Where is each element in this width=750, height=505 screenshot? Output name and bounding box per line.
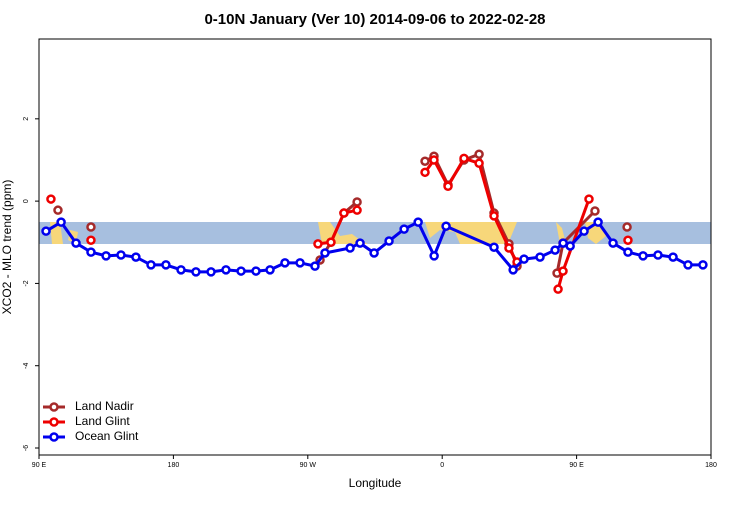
point <box>206 267 216 277</box>
point <box>668 252 678 262</box>
point <box>191 267 201 277</box>
point <box>384 236 394 246</box>
point <box>420 167 430 178</box>
point <box>369 248 379 258</box>
point <box>313 239 323 249</box>
point <box>579 226 589 236</box>
y-tick-label: 2 <box>23 117 30 121</box>
point <box>352 197 362 207</box>
legend-marker <box>49 432 59 442</box>
x-axis-label: Longitude <box>349 476 402 490</box>
point <box>638 251 648 261</box>
point <box>161 260 171 270</box>
legend-label: Land Glint <box>75 414 130 428</box>
point <box>474 149 484 159</box>
point <box>565 241 575 251</box>
x-tick-label: 90 E <box>32 462 47 469</box>
point <box>584 194 594 204</box>
point <box>176 265 186 275</box>
point <box>355 238 365 248</box>
y-axis-label: XCO2 - MLO trend (ppm) <box>0 180 14 315</box>
point <box>116 250 126 260</box>
point <box>653 250 663 260</box>
point <box>265 265 275 275</box>
point <box>413 217 423 227</box>
point <box>590 206 600 216</box>
x-tick-label: 180 <box>705 462 717 469</box>
point <box>420 156 430 166</box>
point <box>146 260 156 270</box>
point <box>429 155 439 165</box>
point <box>310 261 320 271</box>
point <box>508 265 518 275</box>
point <box>280 258 290 268</box>
point <box>550 245 560 255</box>
point <box>352 205 362 215</box>
x-tick-label: 180 <box>168 462 180 469</box>
point <box>320 248 330 258</box>
point <box>519 254 529 264</box>
point <box>295 258 305 268</box>
legend-label: Ocean Glint <box>75 429 139 443</box>
y-tick-label: -6 <box>23 445 30 451</box>
x-tick-label: 0 <box>440 462 444 469</box>
point <box>489 242 499 252</box>
point <box>46 194 56 204</box>
point <box>459 153 469 164</box>
legend-label: Land Nadir <box>75 399 134 413</box>
point <box>558 266 568 276</box>
y-tick-label: -2 <box>23 280 30 286</box>
point <box>221 265 231 275</box>
point <box>56 217 66 227</box>
point <box>443 181 453 192</box>
y-tick-label: -4 <box>23 362 30 368</box>
point <box>326 237 336 248</box>
x-tick-label: 90 E <box>569 462 584 469</box>
y-tick-label: 0 <box>23 199 30 203</box>
plot-frame <box>38 38 712 456</box>
point <box>622 222 632 232</box>
point <box>698 260 708 270</box>
point <box>474 158 484 169</box>
point <box>86 247 96 257</box>
point <box>345 243 355 253</box>
land-patches <box>50 222 606 244</box>
point <box>236 266 246 276</box>
x-tick-label: 90 W <box>300 462 317 469</box>
point <box>623 247 633 257</box>
point <box>86 222 96 232</box>
point <box>131 252 141 262</box>
point <box>623 235 633 245</box>
point <box>593 217 603 227</box>
point <box>441 221 451 231</box>
point <box>101 251 111 261</box>
point <box>504 243 514 253</box>
legend-marker <box>49 417 59 427</box>
chart-title: 0-10N January (Ver 10) 2014-09-06 to 202… <box>204 11 545 28</box>
legend-marker <box>49 402 59 412</box>
point <box>71 238 81 248</box>
point <box>683 260 693 270</box>
point <box>489 211 499 221</box>
point <box>251 266 261 276</box>
point <box>429 251 439 261</box>
point <box>608 238 618 248</box>
land-ocean-band <box>39 222 711 244</box>
point <box>399 224 409 234</box>
point <box>86 235 96 245</box>
point <box>339 208 349 218</box>
point <box>41 226 51 236</box>
point <box>553 284 563 294</box>
point <box>53 205 63 215</box>
ocean-band <box>39 222 711 244</box>
point <box>535 252 545 262</box>
